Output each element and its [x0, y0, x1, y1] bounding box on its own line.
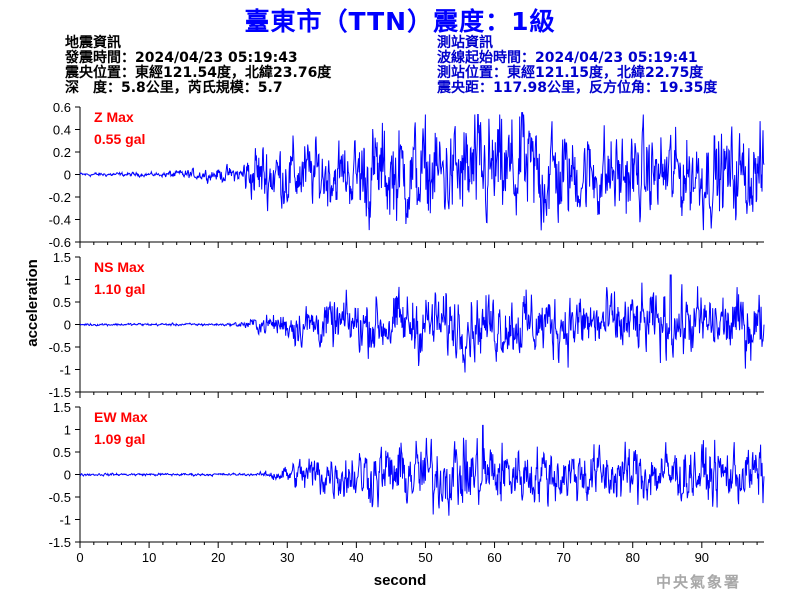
earthquake-info: 地震資訊 發震時間：2024/04/23 05:19:43 震央位置：東經121… [65, 36, 331, 96]
depth-magnitude: 深 度：5.8公里，芮氏規模：5.7 [65, 80, 283, 96]
waveform-Z [79, 112, 765, 231]
y-tick-label-Z: 0.2 [53, 145, 71, 160]
y-tick-label-EW: -0.5 [49, 490, 71, 505]
y-tick-label-Z: 0 [64, 168, 71, 183]
x-axis-title: second [374, 572, 427, 589]
x-tick-label: 60 [487, 550, 501, 565]
y-tick-label-EW: 0 [64, 468, 71, 483]
x-tick-label: 80 [625, 550, 639, 565]
x-tick-label: 50 [418, 550, 432, 565]
y-tick-label-EW: -1 [59, 513, 71, 528]
y-tick-label-Z: 0.6 [53, 100, 71, 115]
max-label-NS: NS Max [94, 259, 145, 275]
station-location: 測站位置：東經121.15度，北緯22.75度 [437, 65, 704, 81]
max-value-EW: 1.09 gal [94, 431, 145, 447]
epicenter-location: 震央位置：東經121.54度，北緯23.76度 [65, 65, 332, 81]
x-tick-label: 90 [695, 550, 709, 565]
x-tick-label: 40 [349, 550, 363, 565]
y-tick-label-Z: -0.6 [49, 235, 71, 250]
epicentral-distance: 震央距：117.98公里，反方位角：19.35度 [437, 80, 718, 96]
y-tick-label-Z: -0.2 [49, 190, 71, 205]
y-tick-label-EW: 0.5 [53, 445, 71, 460]
y-tick-label-Z: -0.4 [49, 213, 71, 228]
max-value-Z: 0.55 gal [94, 131, 145, 147]
max-label-Z: Z Max [94, 109, 134, 125]
y-axis-title: acceleration [24, 259, 41, 347]
origin-time: 發震時間：2024/04/23 05:19:43 [65, 50, 298, 66]
x-tick-label: 0 [76, 550, 83, 565]
y-tick-label-NS: -1 [59, 363, 71, 378]
max-label-EW: EW Max [94, 409, 148, 425]
chart-title: 臺東市（TTN）震度：1級 [244, 7, 556, 36]
y-tick-label-NS: 1.5 [53, 250, 71, 265]
y-tick-label-EW: 1.5 [53, 400, 71, 415]
y-tick-label-NS: 1 [64, 273, 71, 288]
waveform-NS [79, 274, 765, 373]
earthquake-info-heading: 地震資訊 [65, 35, 121, 51]
y-tick-label-EW: -1.5 [49, 535, 71, 550]
y-tick-label-NS: 0 [64, 318, 71, 333]
y-tick-label-Z: 0.4 [53, 123, 71, 138]
x-tick-label: 30 [280, 550, 294, 565]
station-info: 測站資訊 波線起始時間：2024/04/23 05:19:41 測站位置：東經1… [437, 36, 717, 96]
y-tick-label-NS: -1.5 [49, 385, 71, 400]
x-tick-label: 20 [211, 550, 225, 565]
y-tick-label-EW: 1 [64, 423, 71, 438]
wave-start-time: 波線起始時間：2024/04/23 05:19:41 [437, 50, 698, 66]
waveform-EW [79, 424, 765, 516]
x-tick-label: 10 [142, 550, 156, 565]
station-info-heading: 測站資訊 [437, 35, 493, 51]
max-value-NS: 1.10 gal [94, 281, 145, 297]
agency-watermark: 中央氣象署 [656, 573, 742, 591]
y-tick-label-NS: 0.5 [53, 295, 71, 310]
x-tick-label: 70 [556, 550, 570, 565]
y-tick-label-NS: -0.5 [49, 340, 71, 355]
